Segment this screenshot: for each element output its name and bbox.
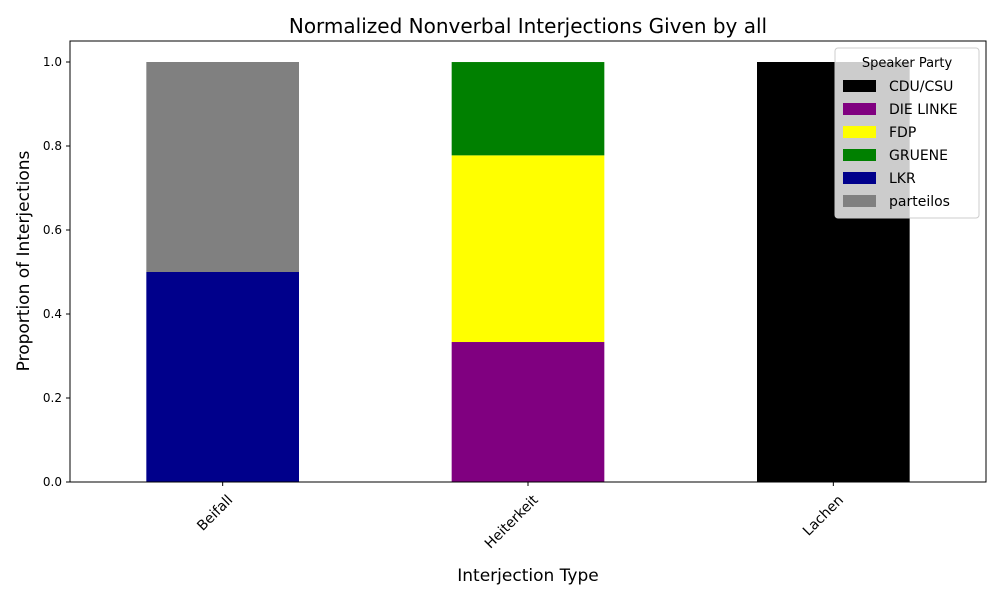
legend-swatch-lkr [843,172,876,184]
y-axis: 0.0 0.2 0.4 0.6 0.8 1.0 [43,55,70,489]
legend-label: GRUENE [889,148,948,164]
legend-label: DIE LINKE [889,102,958,118]
bar-beifall-lkr [146,272,299,482]
x-axis-label: Interjection Type [457,566,598,586]
legend-swatch-cdu-csu [843,80,876,92]
bar-heiterkeit-fdp [451,155,605,343]
bar-heiterkeit-gruene [451,62,605,156]
legend-swatch-fdp [843,126,876,138]
y-tick-label: 1.0 [43,55,62,69]
y-tick-label: 0.8 [43,139,62,153]
legend-swatch-die-linke [843,103,876,115]
legend-swatch-gruene [843,149,876,161]
y-tick-label: 0.6 [43,223,62,237]
x-axis: Beifall Heiterkeit Lachen [194,482,847,552]
legend-title: Speaker Party [862,56,953,71]
legend-swatch-parteilos [843,195,876,207]
x-tick-label-lachen: Lachen [800,492,847,539]
y-tick-label: 0.2 [43,391,62,405]
legend-label: parteilos [889,194,950,210]
legend-label: FDP [889,125,916,141]
x-tick-label-beifall: Beifall [194,492,236,534]
legend: Speaker Party CDU/CSU DIE LINKE FDP GRUENE L… [834,47,980,219]
legend-items: CDU/CSU DIE LINKE FDP GRUENE LKR parteilos [843,79,958,210]
x-tick-label-heiterkeit: Heiterkeit [482,492,542,552]
legend-label: CDU/CSU [889,79,953,95]
chart-title: Normalized Nonverbal Interjections Given… [289,14,767,38]
bar-beifall-parteilos [146,62,299,272]
legend-label: LKR [889,171,916,187]
bars-layer [146,62,910,482]
y-tick-label: 0.0 [43,475,62,489]
y-tick-label: 0.4 [43,307,62,321]
bar-heiterkeit-die-linke [451,342,605,482]
y-axis-label: Proportion of Interjections [14,150,34,371]
